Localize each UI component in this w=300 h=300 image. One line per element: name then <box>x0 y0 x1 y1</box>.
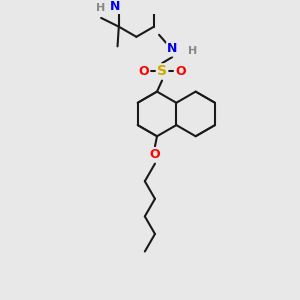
Text: S: S <box>157 64 167 78</box>
Text: H: H <box>188 46 197 56</box>
Text: O: O <box>175 65 186 78</box>
Text: O: O <box>150 148 160 161</box>
Text: O: O <box>139 65 149 78</box>
Text: H: H <box>96 3 105 14</box>
Text: N: N <box>110 0 120 13</box>
Text: N: N <box>167 43 177 56</box>
